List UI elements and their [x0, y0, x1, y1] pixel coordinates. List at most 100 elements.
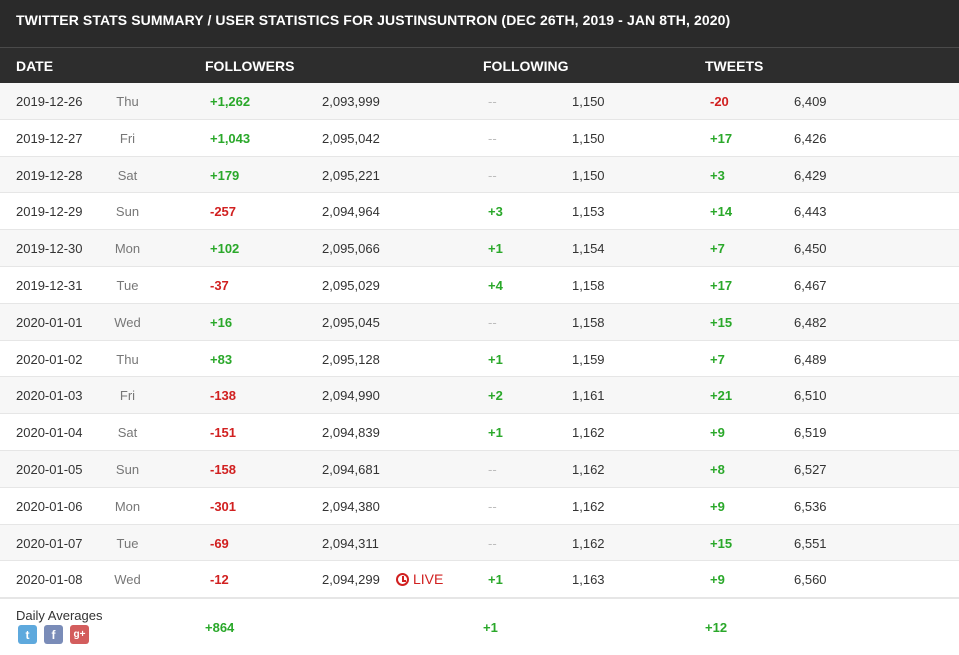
row-followers-change: -69	[210, 535, 229, 551]
row-followers-total: 2,095,045	[322, 314, 380, 330]
row-date: 2019-12-26	[16, 94, 83, 109]
row-followers-change: +1,262	[210, 94, 251, 109]
row-tweets-change: +14	[710, 204, 733, 220]
row-tweets-change: +15	[710, 535, 733, 551]
row-date: 2020-01-04	[16, 425, 83, 441]
row-tweets-change: +7	[710, 241, 725, 257]
row-followers-change: -158	[210, 461, 237, 477]
row-followers-total: 2,095,066	[322, 241, 380, 257]
row-followers-change: -151	[210, 425, 237, 441]
daily-averages-label: Daily Averages	[16, 608, 103, 624]
table-header: DATE FOLLOWERS FOLLOWING TWEETS	[0, 48, 959, 83]
row-date: 2020-01-08	[16, 572, 83, 588]
row-followers-total: 2,093,999	[322, 94, 380, 109]
header-date: DATE	[16, 58, 54, 74]
row-weekday: Thu	[116, 351, 139, 367]
live-indicator[interactable]: LIVE	[396, 571, 443, 587]
google-plus-icon[interactable]: g+	[70, 625, 89, 645]
row-following-change: --	[488, 535, 497, 551]
table-row: 2020-01-04 Sat -151 2,094,839 +1 1,162 +9 6,519	[0, 414, 959, 451]
row-following-total: 1,153	[572, 204, 605, 220]
table-row: 2020-01-03 Fri -138 2,094,990 +2 1,161 +21 6,51…	[0, 377, 959, 415]
live-label: LIVE	[413, 571, 444, 588]
row-followers-change: +16	[210, 314, 233, 330]
table-row: 2020-01-01 Wed +16 2,095,045 -- 1,158 +15 6,482	[0, 303, 959, 341]
header-following: FOLLOWING	[483, 58, 569, 74]
row-date: 2020-01-07	[16, 535, 83, 551]
row-weekday: Thu	[116, 94, 139, 109]
row-followers-change: +83	[210, 351, 233, 367]
row-tweets-change: +7	[710, 351, 725, 367]
row-weekday: Mon	[114, 241, 141, 257]
row-tweets-change: +17	[710, 130, 733, 146]
row-tweets-total: 6,536	[794, 498, 827, 514]
table-row: 2019-12-29 Sun -257 2,094,964 +3 1,153 +14 6,44…	[0, 193, 959, 231]
row-date: 2019-12-28	[16, 167, 83, 183]
table-row: 2020-01-07 Tue -69 2,094,311 -- 1,162 +15 6,551	[0, 524, 959, 562]
row-weekday: Wed	[114, 572, 141, 588]
row-tweets-total: 6,467	[794, 277, 827, 293]
row-tweets-total: 6,443	[794, 204, 827, 220]
table-row: 2019-12-30 Mon +102 2,095,066 +1 1,154 +7 6,450	[0, 230, 959, 267]
header-tweets: TWEETS	[705, 58, 764, 74]
row-weekday: Sun	[115, 204, 140, 220]
row-tweets-change: -20	[710, 94, 729, 109]
twitter-icon[interactable]: t	[18, 625, 37, 645]
row-following-change: +1	[488, 351, 503, 367]
row-following-change: --	[488, 498, 497, 514]
row-followers-change: -138	[210, 388, 237, 404]
row-following-total: 1,163	[572, 572, 605, 588]
row-date: 2019-12-29	[16, 204, 83, 220]
row-followers-total: 2,095,042	[322, 130, 380, 146]
row-weekday: Mon	[114, 498, 141, 514]
row-tweets-total: 6,482	[794, 314, 827, 330]
following-average: +1	[483, 620, 498, 636]
share-icons: t f g+	[18, 625, 89, 645]
row-followers-change: +179	[210, 167, 240, 183]
row-date: 2020-01-03	[16, 388, 83, 404]
row-tweets-total: 6,450	[794, 241, 827, 257]
row-tweets-change: +8	[710, 461, 725, 477]
row-tweets-change: +9	[710, 572, 725, 588]
row-date: 2019-12-31	[16, 277, 83, 293]
row-following-change: +3	[488, 204, 503, 220]
row-date: 2020-01-01	[16, 314, 83, 330]
row-tweets-change: +3	[710, 167, 725, 183]
row-following-change: --	[488, 461, 497, 477]
table-row: 2019-12-31 Tue -37 2,095,029 +4 1,158 +17 6,467	[0, 266, 959, 304]
facebook-icon[interactable]: f	[44, 625, 63, 645]
row-following-total: 1,161	[572, 388, 605, 404]
row-followers-change: +1,043	[210, 130, 251, 146]
row-tweets-change: +17	[710, 277, 733, 293]
row-following-change: +1	[488, 572, 503, 588]
row-tweets-total: 6,560	[794, 572, 827, 588]
table-row: 2020-01-05 Sun -158 2,094,681 -- 1,162 +8 6,527	[0, 450, 959, 488]
table-row: 2019-12-27 Fri +1,043 2,095,042 -- 1,150 +17 6,…	[0, 119, 959, 157]
row-following-total: 1,159	[572, 351, 605, 367]
row-weekday: Sat	[117, 167, 138, 183]
row-weekday: Fri	[119, 130, 136, 146]
row-followers-total: 2,095,128	[322, 351, 380, 367]
row-date: 2019-12-27	[16, 130, 83, 146]
row-followers-total: 2,094,681	[322, 461, 380, 477]
row-followers-change: -12	[210, 572, 229, 588]
tweets-average: +12	[705, 620, 728, 636]
row-tweets-total: 6,429	[794, 167, 827, 183]
row-following-change: --	[488, 167, 497, 183]
row-date: 2019-12-30	[16, 241, 83, 257]
row-following-change: +4	[488, 277, 503, 293]
row-followers-total: 2,094,964	[322, 204, 380, 220]
row-following-total: 1,154	[572, 241, 605, 257]
row-tweets-change: +21	[710, 388, 733, 404]
row-weekday: Fri	[119, 388, 136, 404]
row-tweets-change: +9	[710, 498, 725, 514]
row-following-total: 1,150	[572, 130, 605, 146]
row-followers-change: +102	[210, 241, 240, 257]
row-tweets-change: +15	[710, 314, 733, 330]
row-tweets-total: 6,489	[794, 351, 827, 367]
row-following-total: 1,150	[572, 167, 605, 183]
row-followers-change: -257	[210, 204, 237, 220]
table-row: 2020-01-08 Wed -12 2,094,299 +1 1,163 +9 6,560 L…	[0, 561, 959, 599]
row-following-total: 1,162	[572, 425, 605, 441]
row-weekday: Wed	[114, 314, 141, 330]
